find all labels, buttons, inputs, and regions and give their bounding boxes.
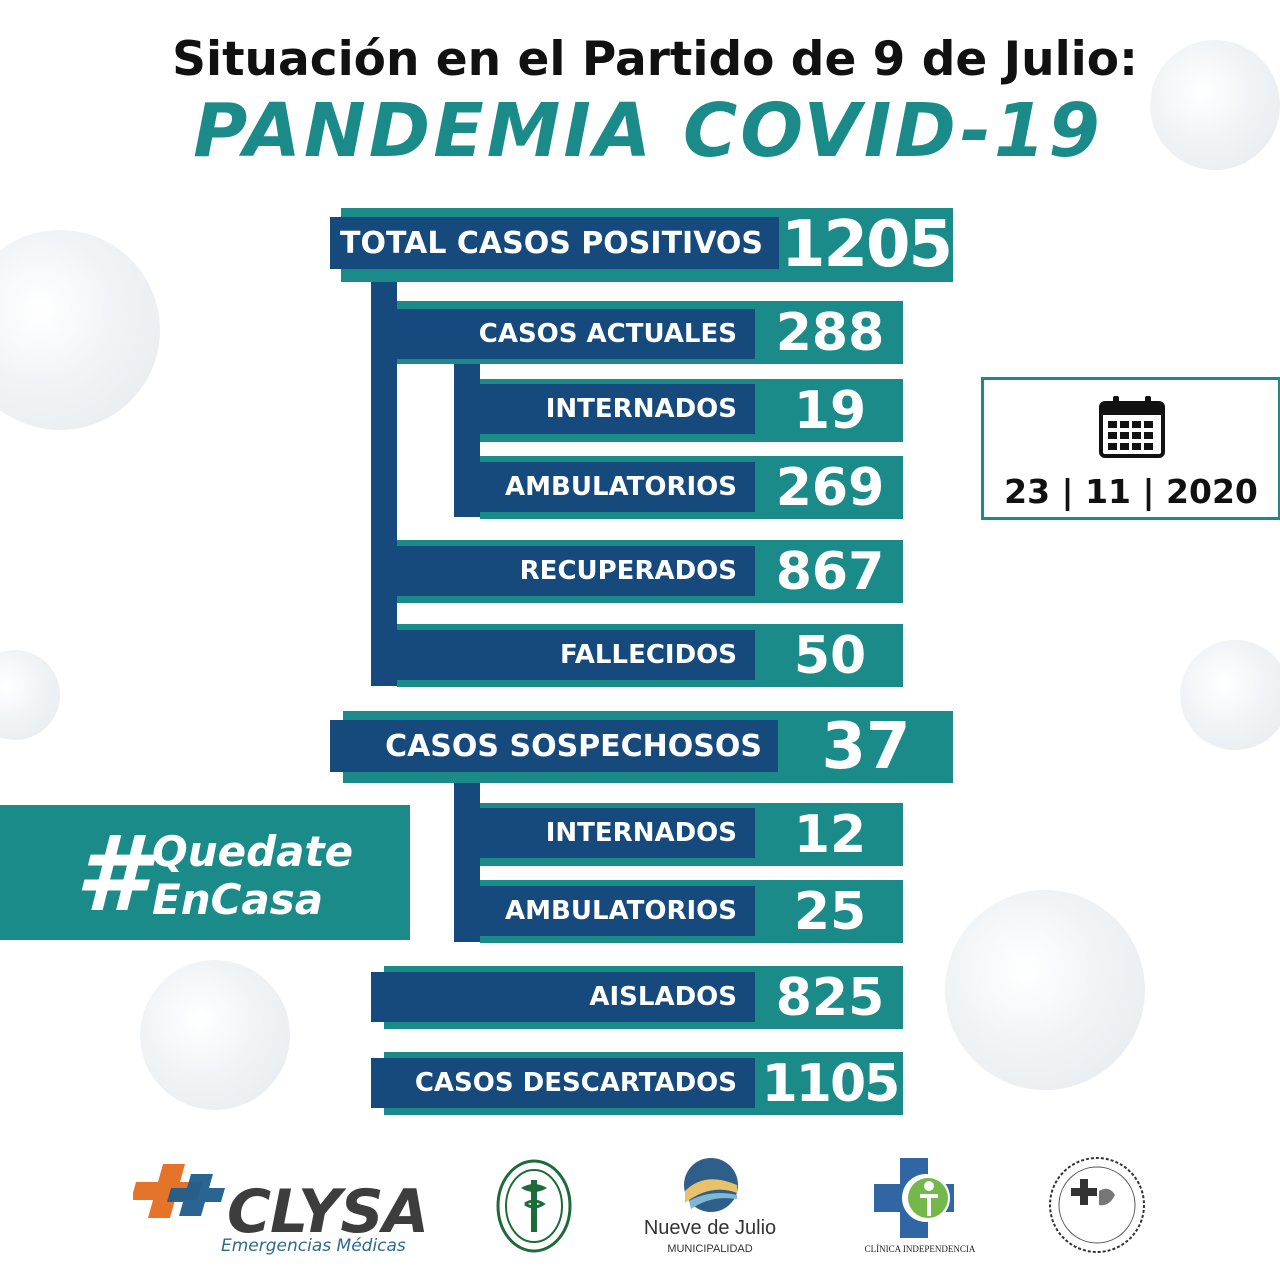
stat-value: 825 [775, 967, 885, 1028]
stat-value: 288 [775, 302, 885, 363]
stat-value: 12 [793, 804, 867, 865]
stat-value: 50 [793, 625, 867, 686]
stat-value: 37 [821, 710, 911, 784]
clinica-independencia-logo-text: CLÍNICA INDEPENDENCIA [864, 1244, 976, 1254]
virus-decoration [945, 890, 1145, 1090]
hashtag-line2: EnCasa [152, 875, 324, 924]
stat-value: 19 [793, 380, 867, 441]
clysa-logo-text: CLYSA [227, 1177, 429, 1247]
virus-decoration [0, 650, 60, 740]
date-text: 23 | 11 | 2020 [1004, 472, 1258, 511]
stat-value: 269 [775, 457, 885, 518]
hashtag-line1: Quedate [152, 827, 354, 876]
stat-label: CASOS SOSPECHOSOS [385, 728, 762, 764]
nueve-de-julio-logo-icon [684, 1158, 738, 1212]
page-headline: PANDEMIA COVID-19 [193, 88, 1103, 174]
stat-value: 25 [793, 881, 867, 942]
clysa-logo-icon [133, 1164, 225, 1218]
stat-label: CASOS DESCARTADOS [414, 1068, 737, 1098]
stat-label: AMBULATORIOS [505, 896, 737, 926]
hashtag-symbol: # [75, 813, 148, 935]
calendar-icon [1099, 396, 1165, 458]
hashtag-banner: # Quedate EnCasa [0, 805, 410, 940]
nueve-de-julio-logo-text: Nueve de Julio [643, 1217, 777, 1239]
virus-decoration [140, 960, 290, 1110]
date-panel: 23 | 11 | 2020 [981, 377, 1280, 520]
virus-decoration [1180, 640, 1280, 750]
stat-label: RECUPERADOS [519, 556, 737, 586]
tree-connector [454, 355, 480, 517]
circulo-medico-seal [496, 1159, 572, 1253]
clysa-logo-subtitle: Emergencias Médicas [221, 1236, 406, 1256]
stat-value: 1105 [761, 1053, 901, 1114]
stat-value: 1205 [780, 208, 953, 282]
clinica-independencia-logo-icon [874, 1158, 954, 1238]
stat-label: AMBULATORIOS [505, 472, 737, 502]
tree-connector [371, 268, 397, 686]
stat-label: INTERNADOS [545, 818, 737, 848]
stat-label: CASOS ACTUALES [478, 319, 737, 349]
stat-label: AISLADOS [589, 982, 737, 1012]
stat-label: INTERNADOS [545, 394, 737, 424]
seal-logo-icon [1049, 1157, 1145, 1253]
stat-label: TOTAL CASOS POSITIVOS [340, 225, 763, 261]
nueve-de-julio-logo-subtitle: MUNICIPALIDAD [667, 1243, 753, 1255]
virus-decoration [1150, 40, 1280, 170]
stat-label: FALLECIDOS [560, 640, 737, 670]
virus-decoration [0, 230, 160, 430]
stat-value: 867 [775, 541, 885, 602]
page-title: Situación en el Partido de 9 de Julio: [172, 32, 1138, 87]
tree-connector [454, 770, 480, 942]
